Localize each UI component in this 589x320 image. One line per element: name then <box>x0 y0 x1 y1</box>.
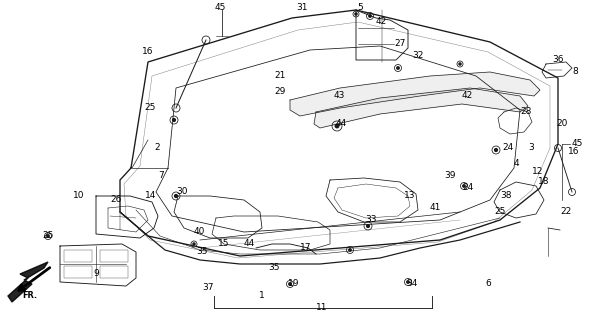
Text: 42: 42 <box>376 18 387 27</box>
Circle shape <box>335 124 339 128</box>
Text: 45: 45 <box>214 4 226 12</box>
Text: 16: 16 <box>568 148 580 156</box>
Circle shape <box>407 281 409 283</box>
Text: 24: 24 <box>462 183 473 193</box>
Text: 35: 35 <box>196 247 207 257</box>
Text: 22: 22 <box>560 207 571 217</box>
Text: 40: 40 <box>194 228 206 236</box>
Text: 21: 21 <box>274 71 286 81</box>
Text: 2: 2 <box>154 143 160 153</box>
Polygon shape <box>314 88 528 128</box>
Circle shape <box>289 283 291 285</box>
Text: 34: 34 <box>406 279 418 289</box>
Text: 25: 25 <box>494 207 505 217</box>
Text: 32: 32 <box>412 52 423 60</box>
Text: 15: 15 <box>218 239 230 249</box>
Text: 6: 6 <box>485 279 491 289</box>
Text: 45: 45 <box>572 140 583 148</box>
Text: 20: 20 <box>556 119 567 129</box>
Circle shape <box>397 67 399 69</box>
Text: 8: 8 <box>572 68 578 76</box>
Text: 25: 25 <box>42 231 54 241</box>
Circle shape <box>47 235 49 237</box>
Text: 36: 36 <box>552 55 564 65</box>
Text: 41: 41 <box>430 204 441 212</box>
Text: 18: 18 <box>538 178 550 187</box>
Text: 7: 7 <box>158 172 164 180</box>
Text: 42: 42 <box>462 92 473 100</box>
Circle shape <box>463 185 465 187</box>
Text: 43: 43 <box>334 92 345 100</box>
Polygon shape <box>290 72 540 116</box>
Circle shape <box>355 13 357 15</box>
Text: 37: 37 <box>202 284 214 292</box>
Circle shape <box>173 119 176 121</box>
Text: 44: 44 <box>244 239 255 249</box>
Text: 17: 17 <box>300 244 312 252</box>
Text: 24: 24 <box>502 143 513 153</box>
Text: 28: 28 <box>520 108 531 116</box>
Text: 19: 19 <box>288 279 300 289</box>
Text: 13: 13 <box>404 191 415 201</box>
Circle shape <box>495 148 497 151</box>
Polygon shape <box>8 262 48 302</box>
Text: 14: 14 <box>145 191 156 201</box>
Circle shape <box>193 243 195 245</box>
Text: 3: 3 <box>528 143 534 153</box>
Circle shape <box>174 195 177 197</box>
Text: 38: 38 <box>500 191 511 201</box>
Circle shape <box>366 225 369 228</box>
Text: 35: 35 <box>268 263 280 273</box>
Text: 30: 30 <box>176 188 187 196</box>
Text: 16: 16 <box>143 47 154 57</box>
Text: 31: 31 <box>296 4 307 12</box>
Text: 44: 44 <box>336 119 348 129</box>
Text: 29: 29 <box>274 87 286 97</box>
Text: 1: 1 <box>259 292 265 300</box>
Circle shape <box>349 249 351 251</box>
Text: 33: 33 <box>365 215 376 225</box>
Text: 25: 25 <box>145 103 156 113</box>
Text: 39: 39 <box>444 172 455 180</box>
Circle shape <box>369 15 371 17</box>
Text: FR.: FR. <box>22 291 38 300</box>
Text: 5: 5 <box>357 4 363 12</box>
Text: 11: 11 <box>316 303 327 313</box>
Text: 12: 12 <box>532 167 544 177</box>
Text: 9: 9 <box>93 269 99 278</box>
Circle shape <box>459 63 461 65</box>
Text: 27: 27 <box>394 39 405 49</box>
Text: 10: 10 <box>72 191 84 201</box>
Text: 26: 26 <box>110 196 121 204</box>
Text: 4: 4 <box>514 159 519 169</box>
